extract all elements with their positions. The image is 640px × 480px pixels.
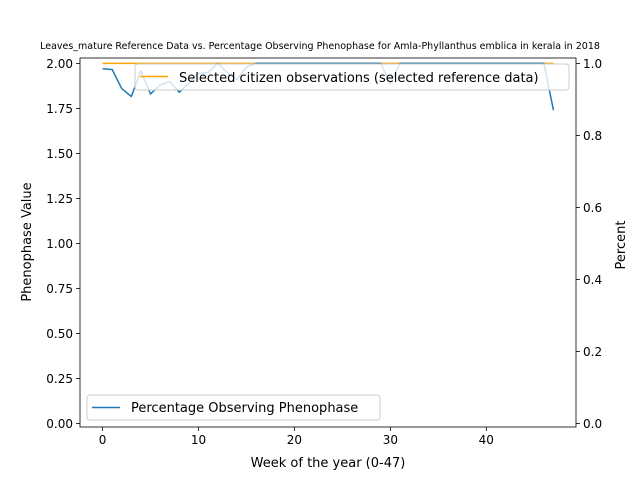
x-axis-label: Week of the year (0-47) (251, 456, 406, 471)
legend-lower-box (86, 394, 381, 421)
y-right-tick-label-2: 0.4 (583, 273, 602, 287)
y-right-tick-label-3: 0.6 (583, 201, 602, 215)
legend-upper: Selected citizen observations (selected … (134, 63, 570, 91)
axes-frame (79, 57, 577, 428)
legend-lower: Percentage Observing Phenophase (86, 394, 381, 421)
y-left-tick-label-0: 0.00 (46, 417, 73, 431)
x-tick-label-3: 30 (383, 433, 398, 447)
y-left-tick-label-1: 0.25 (46, 372, 73, 386)
y-right-tick-label-1: 0.2 (583, 345, 602, 359)
x-tick-label-2: 20 (287, 433, 302, 447)
y-right-tick-label-5: 1.0 (583, 57, 602, 71)
y-right-tick-label-4: 0.8 (583, 129, 602, 143)
y-right-axis-label: Percent (614, 221, 629, 270)
legend-upper-label: Selected citizen observations (selected … (179, 71, 539, 86)
y-left-tick-label-6: 1.50 (46, 147, 73, 161)
y-left-axis-ticks: 0.00 0.25 0.50 0.75 1.00 1.25 1.50 1.75 2.00 (46, 57, 80, 431)
x-tick-label-0: 0 (99, 433, 107, 447)
y-left-tick-label-2: 0.50 (46, 327, 73, 341)
y-left-tick-label-7: 1.75 (46, 102, 73, 116)
axes-border (79, 57, 577, 428)
legend-upper-box (134, 63, 570, 91)
x-tick-label-1: 10 (191, 433, 206, 447)
y-right-tick-label-0: 0.0 (583, 417, 602, 431)
y-right-axis-ticks: 0.0 0.2 0.4 0.6 0.8 1.0 (576, 57, 602, 431)
x-axis-ticks: 0 10 20 30 40 (99, 427, 494, 447)
chart-title: Leaves_mature Reference Data vs. Percent… (40, 41, 600, 52)
y-left-tick-label-5: 1.25 (46, 192, 73, 206)
legend-lower-label: Percentage Observing Phenophase (131, 401, 358, 416)
y-left-tick-label-3: 0.75 (46, 282, 73, 296)
y-left-axis-label: Phenophase Value (20, 182, 35, 301)
y-left-tick-label-8: 2.00 (46, 57, 73, 71)
x-tick-label-4: 40 (479, 433, 494, 447)
y-left-tick-label-4: 1.00 (46, 237, 73, 251)
